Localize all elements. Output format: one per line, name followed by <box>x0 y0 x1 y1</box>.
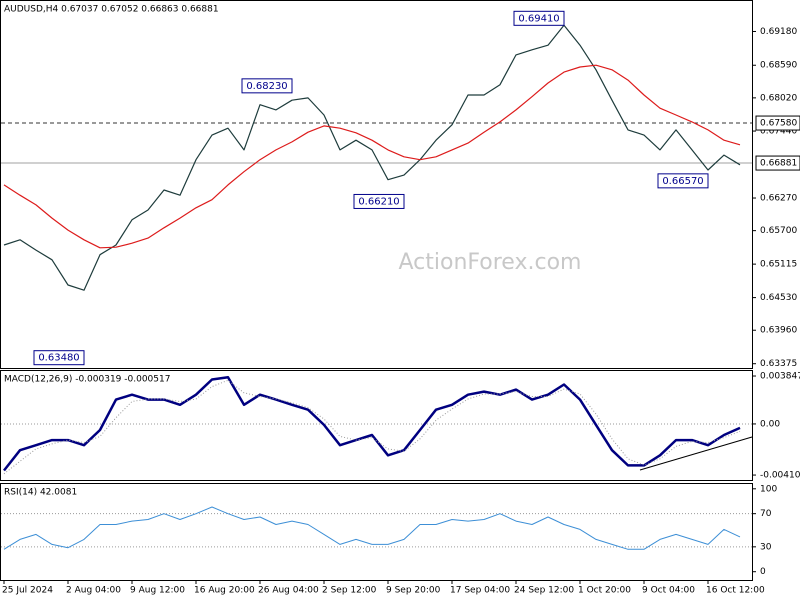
y-tick-label: 0.00 <box>760 419 780 429</box>
x-tick-label: 9 Sep 20:00 <box>386 586 441 596</box>
y-tick-label: 0.003847 <box>760 372 800 382</box>
x-tick-label: 26 Aug 04:00 <box>258 586 319 596</box>
panel-header: AUDUSD,H4 0.67037 0.67052 0.66863 0.6688… <box>4 5 219 15</box>
level-label-box <box>755 155 800 171</box>
series-line <box>3 379 741 475</box>
y-tick-label: 0.68020 <box>760 93 797 103</box>
y-tick-label: -0.004103 <box>760 471 800 481</box>
trend-line <box>639 436 753 471</box>
annotation-label: 0.68230 <box>246 81 287 92</box>
annotation-box <box>657 173 709 189</box>
y-tick-label: 0.65115 <box>760 260 797 270</box>
panel-frame <box>0 483 753 581</box>
level-label: 0.66881 <box>760 159 797 169</box>
panel-frame <box>0 370 753 481</box>
level-label-box <box>755 115 800 131</box>
annotation-label: 0.63480 <box>38 353 79 364</box>
series-line <box>3 64 741 249</box>
y-tick-label: 30 <box>760 542 772 552</box>
annotation-box <box>353 193 405 209</box>
y-tick-label: 0.63960 <box>760 326 797 336</box>
x-tick-label: 2 Aug 04:00 <box>66 586 121 596</box>
x-tick-label: 17 Sep 04:00 <box>450 586 510 596</box>
annotation-box <box>33 350 85 366</box>
y-tick-label: 0.64530 <box>760 293 797 303</box>
x-tick-label: 16 Aug 20:00 <box>194 586 255 596</box>
y-tick-label: 0.67440 <box>760 127 797 137</box>
x-tick-label: 25 Jul 2024 <box>2 586 53 596</box>
y-tick-label: 0.69180 <box>760 27 797 37</box>
series-line <box>3 24 741 291</box>
x-tick-label: 24 Sep 12:00 <box>514 586 574 596</box>
annotation-label: 0.66570 <box>662 176 703 187</box>
y-tick-label: 0.68590 <box>760 61 797 71</box>
y-tick-label: 0.63375 <box>760 359 797 369</box>
panel-header: MACD(12,26,9) -0.000319 -0.000517 <box>4 375 170 385</box>
x-tick-label: 9 Aug 12:00 <box>130 586 185 596</box>
annotation-label: 0.69410 <box>518 13 559 24</box>
y-tick-label: 0.65700 <box>760 226 797 236</box>
watermark: ActionForex.com <box>399 250 582 275</box>
panel-frame <box>0 0 753 369</box>
annotation-box <box>241 78 293 94</box>
y-tick-label: 100 <box>760 484 777 494</box>
x-tick-label: 2 Sep 12:00 <box>322 586 377 596</box>
y-tick-label: 0.66270 <box>760 194 797 204</box>
series-line <box>3 376 741 472</box>
annotation-label: 0.66210 <box>358 196 399 207</box>
annotation-box <box>513 10 565 26</box>
x-tick-label: 9 Oct 04:00 <box>642 586 695 596</box>
series-line <box>3 506 741 550</box>
x-tick-label: 16 Oct 12:00 <box>706 586 765 596</box>
y-tick-label: 70 <box>760 509 772 519</box>
x-tick-label: 1 Oct 20:00 <box>578 586 631 596</box>
level-label: 0.67580 <box>760 119 797 129</box>
y-tick-label: 0 <box>760 567 766 577</box>
panel-header: RSI(14) 42.0081 <box>4 488 77 498</box>
